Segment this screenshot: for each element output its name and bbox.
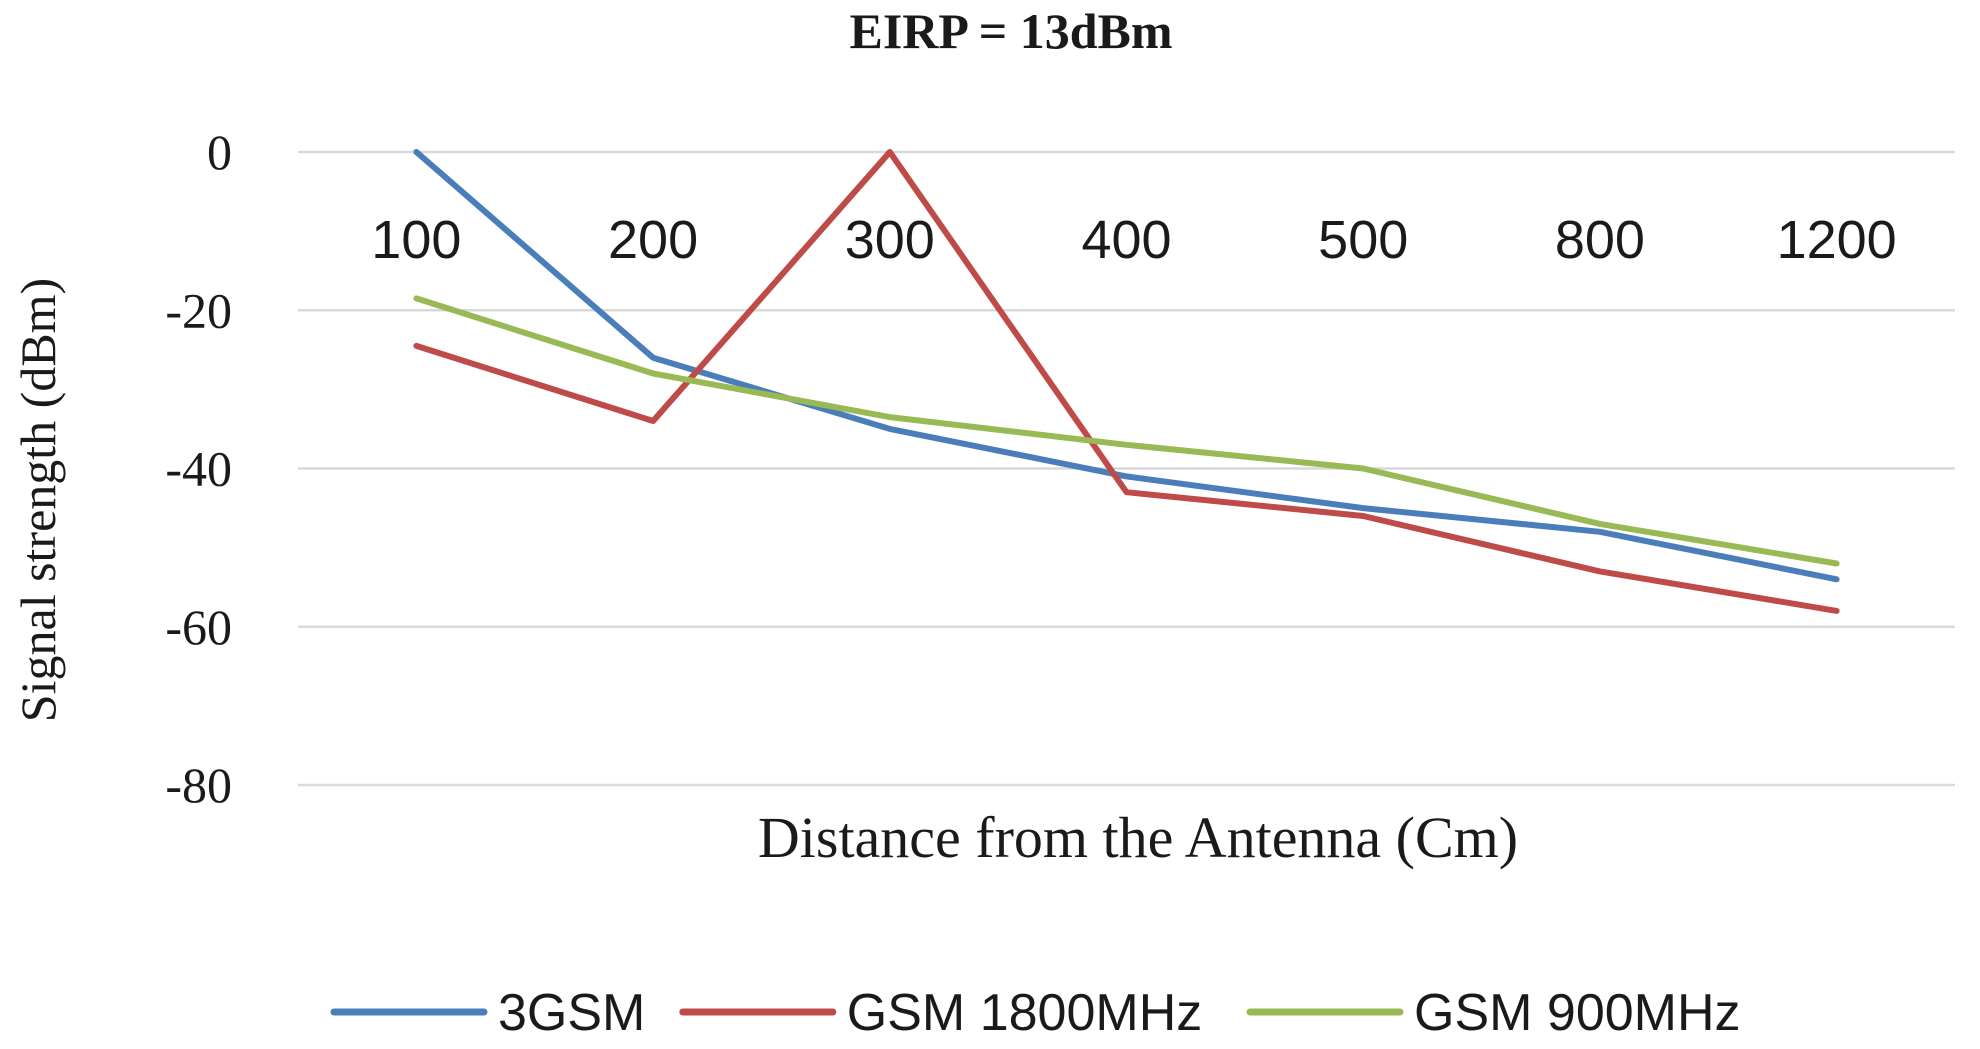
x-axis-label: Distance from the Antenna (Cm) [758, 805, 1518, 870]
series-line [413, 295, 1840, 567]
y-axis-label: Signal strength (dBm) [10, 278, 66, 722]
x-tick-label: 300 [845, 210, 935, 270]
y-axis-ticks: 0 -20 -40 -60 -80 [165, 124, 232, 813]
legend-label: 3GSM [498, 984, 645, 1042]
grid-lines [298, 150, 1955, 787]
legend-label: GSM 1800MHz [847, 984, 1202, 1042]
legend-item: 3GSM [330, 984, 645, 1042]
legend-item: GSM 1800MHz [679, 984, 1202, 1042]
y-tick-label: -40 [165, 441, 232, 497]
series-line [413, 149, 1840, 583]
y-tick-label: -80 [165, 757, 232, 813]
series-lines [413, 149, 1840, 614]
legend-label: GSM 900MHz [1414, 984, 1741, 1042]
x-tick-label: 200 [608, 210, 698, 270]
x-tick-label: 500 [1318, 210, 1408, 270]
x-axis-ticks: 100 200 300 400 500 800 1200 [371, 210, 1896, 270]
legend: 3GSM GSM 1800MHz GSM 900MHz [330, 984, 1741, 1042]
x-tick-label: 100 [371, 210, 461, 270]
legend-item: GSM 900MHz [1246, 984, 1741, 1042]
y-tick-label: 0 [207, 124, 232, 180]
chart-title: EIRP = 13dBm [850, 3, 1173, 59]
x-tick-label: 400 [1081, 210, 1171, 270]
series-line [413, 149, 1840, 614]
y-tick-label: -60 [165, 599, 232, 655]
x-tick-label: 1200 [1777, 210, 1897, 270]
x-tick-label: 800 [1555, 210, 1645, 270]
y-tick-label: -20 [165, 282, 232, 338]
